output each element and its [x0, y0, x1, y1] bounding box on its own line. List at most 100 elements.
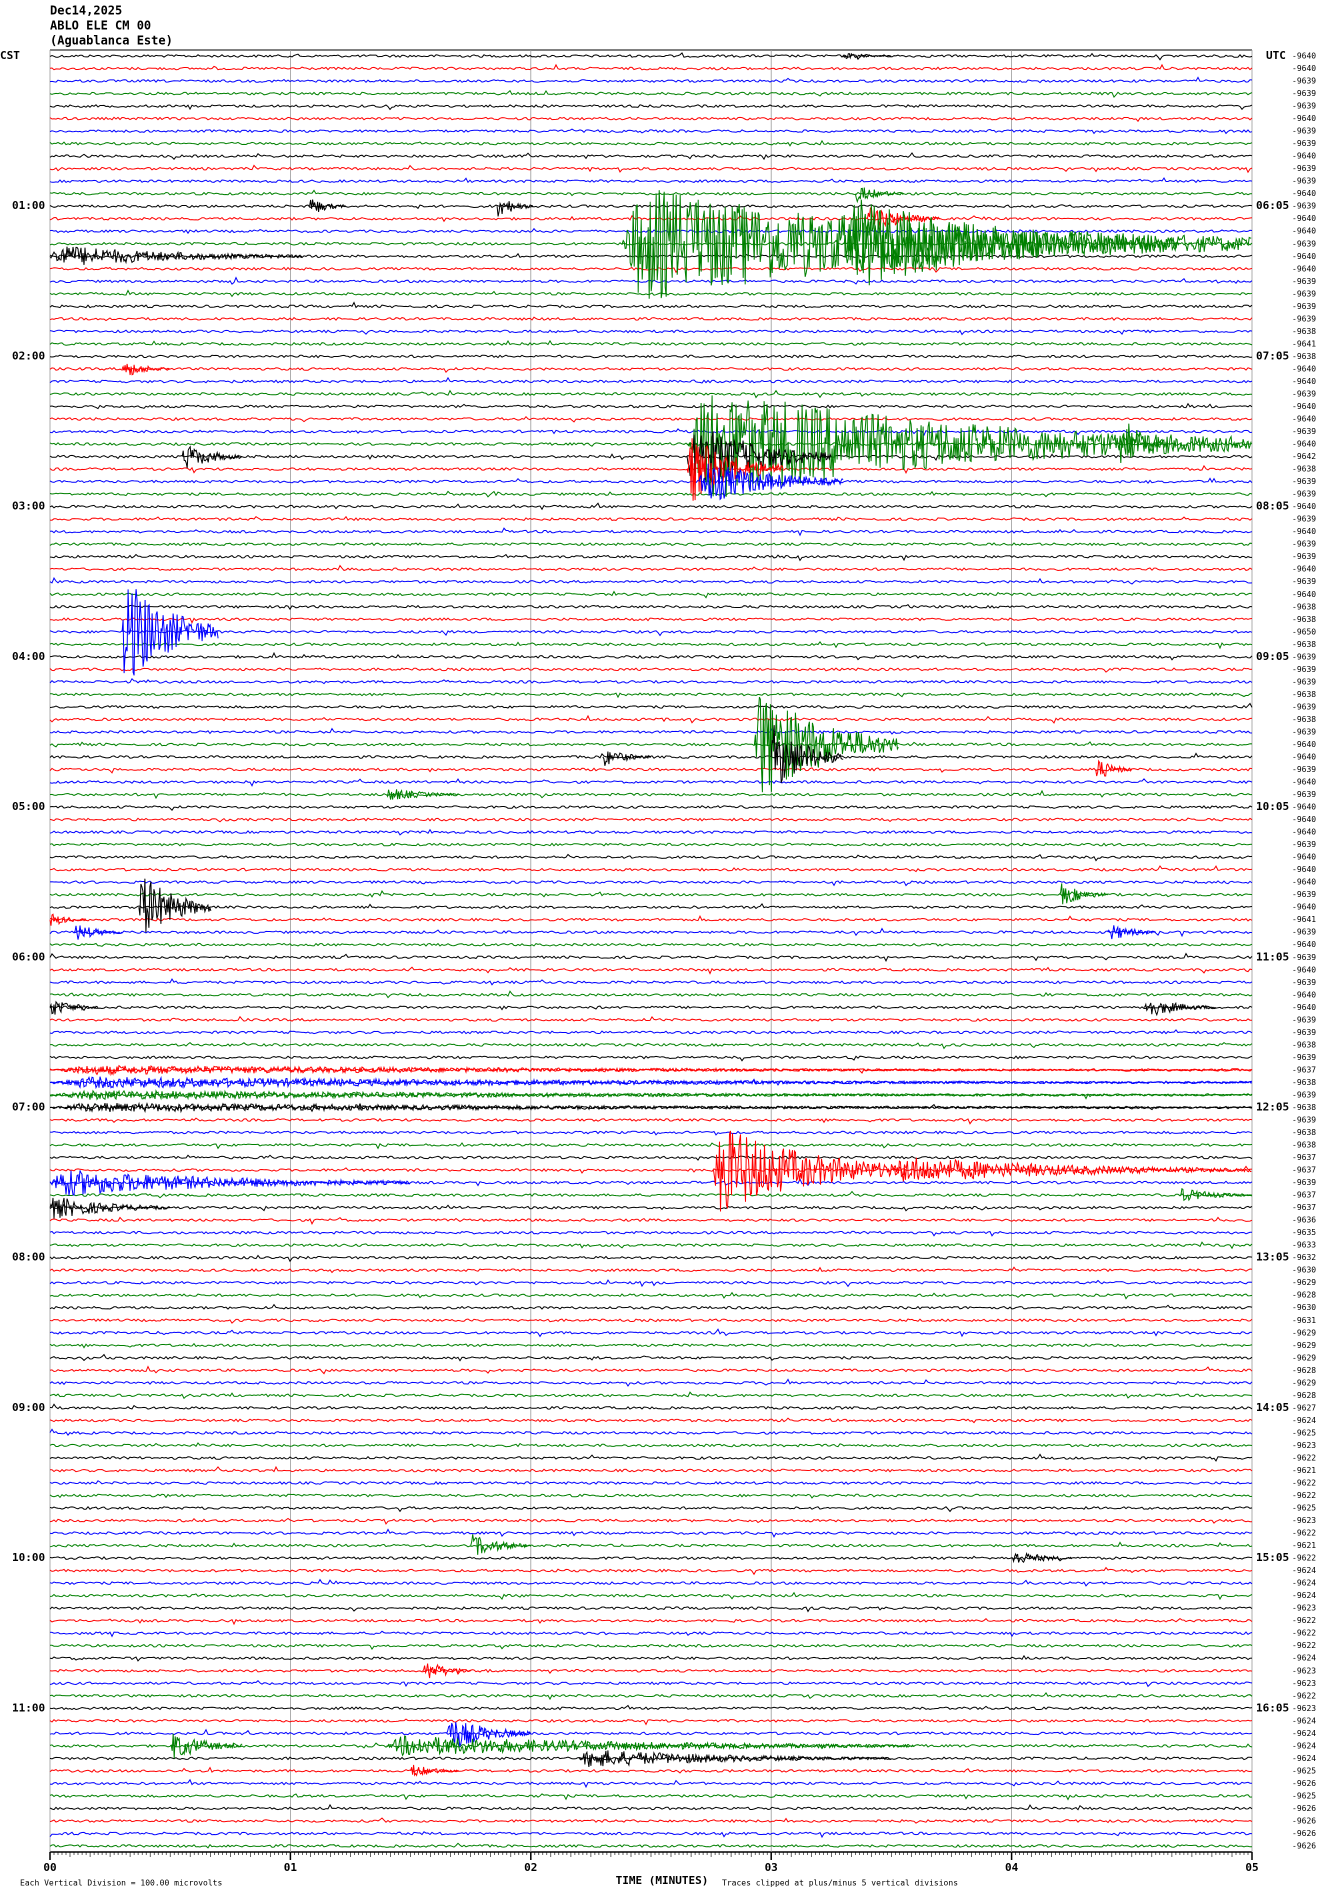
trace	[50, 1429, 1252, 1435]
offset-label: -9640	[1292, 415, 1316, 424]
offset-label: -9640	[1292, 502, 1316, 511]
hour-label-right: 15:05	[1256, 1551, 1289, 1564]
trace	[50, 729, 1252, 734]
offset-label: -9622	[1292, 1478, 1316, 1487]
offset-label: -9629	[1292, 1353, 1316, 1362]
trace	[50, 631, 1252, 636]
hour-label-left: 05:00	[12, 800, 45, 813]
seismic-event	[714, 1131, 906, 1212]
x-tick-label: 04	[1005, 1861, 1019, 1874]
offset-label: -9633	[1292, 1241, 1316, 1250]
offset-label: -9639	[1292, 427, 1316, 436]
offset-label: -9625	[1292, 1428, 1316, 1437]
trace	[50, 1631, 1252, 1636]
offset-label: -9622	[1292, 1691, 1316, 1700]
trace	[50, 1056, 1252, 1061]
hour-label-left: 01:00	[12, 199, 45, 212]
offset-label: -9622	[1292, 1554, 1316, 1563]
trace	[50, 679, 1252, 684]
offset-label: -9624	[1292, 1566, 1316, 1575]
trace	[50, 330, 1252, 334]
trace	[50, 1681, 1252, 1687]
trace	[50, 693, 1252, 697]
trace	[50, 1706, 1252, 1710]
offset-label: -9639	[1292, 790, 1316, 799]
offset-label: -9639	[1292, 202, 1316, 211]
offset-label: -9624	[1292, 1741, 1316, 1750]
offset-label: -9639	[1292, 277, 1316, 286]
offset-label: -9639	[1292, 702, 1316, 711]
offset-label: -9640	[1292, 252, 1316, 261]
trace	[50, 1843, 1252, 1848]
offset-label: -9638	[1292, 352, 1316, 361]
trace	[50, 1404, 1252, 1409]
trace	[50, 1780, 1252, 1787]
offset-label: -9637	[1292, 1203, 1316, 1212]
offset-label: -9622	[1292, 1453, 1316, 1462]
offset-label: -9641	[1292, 339, 1316, 348]
trace	[50, 1593, 1252, 1599]
helicorder: Dec14,2025 ABLO ELE CM 00 (Aguablanca Es…	[0, 0, 1330, 1894]
offset-label: -9640	[1292, 865, 1316, 874]
trace	[50, 417, 1252, 422]
offset-label: -9624	[1292, 1579, 1316, 1588]
offset-label: -9640	[1292, 214, 1316, 223]
offset-label: -9640	[1292, 740, 1316, 749]
offset-label: -9639	[1292, 665, 1316, 674]
seismic-event	[497, 201, 533, 216]
trace	[50, 605, 1252, 610]
offset-label: -9640	[1292, 377, 1316, 386]
seismic-event	[411, 1765, 459, 1776]
trace	[50, 53, 1252, 60]
offset-label: -9624	[1292, 1754, 1316, 1763]
trace	[50, 178, 1252, 182]
offset-label: -9626	[1292, 1842, 1316, 1851]
offset-label: -9639	[1292, 652, 1316, 661]
offset-label: -9641	[1292, 915, 1316, 924]
trace	[50, 791, 1252, 798]
offset-label: -9640	[1292, 152, 1316, 161]
hour-label-right: 10:05	[1256, 800, 1289, 813]
offset-label: -9622	[1292, 1641, 1316, 1650]
offset-label: -9640	[1292, 227, 1316, 236]
trace	[50, 991, 1252, 997]
offset-label: -9628	[1292, 1291, 1316, 1300]
trace	[50, 1818, 1252, 1823]
trace	[50, 442, 1252, 448]
hour-label-left: 11:00	[12, 1701, 45, 1714]
offset-label: -9638	[1292, 1128, 1316, 1137]
offset-label: -9638	[1292, 690, 1316, 699]
offset-label: -9639	[1292, 953, 1316, 962]
offset-label: -9640	[1292, 940, 1316, 949]
seismic-event	[447, 1722, 531, 1746]
trace	[50, 578, 1252, 584]
trace	[50, 1218, 1252, 1224]
seismic-event	[387, 1736, 915, 1755]
trace	[50, 1242, 1252, 1248]
offset-label: -9639	[1292, 928, 1316, 937]
trace	[50, 478, 1252, 483]
offset-label: -9640	[1292, 878, 1316, 887]
offset-label: -9639	[1292, 765, 1316, 774]
seismic-event	[387, 789, 459, 799]
trace	[50, 1231, 1252, 1235]
trace	[50, 1529, 1252, 1536]
seismic-event	[855, 188, 903, 202]
trace	[50, 753, 1252, 759]
trace	[50, 1656, 1252, 1661]
trace	[50, 303, 1252, 308]
offset-label: -9637	[1292, 1065, 1316, 1074]
offset-label: -9626	[1292, 1816, 1316, 1825]
offset-label: -9638	[1292, 465, 1316, 474]
offset-label: -9622	[1292, 1629, 1316, 1638]
offset-label: -9639	[1292, 1115, 1316, 1124]
trace	[50, 967, 1252, 973]
offset-label: -9639	[1292, 490, 1316, 499]
offset-label: -9623	[1292, 1516, 1316, 1525]
trace	[50, 117, 1252, 121]
trace	[50, 1355, 1252, 1361]
offset-label: -9640	[1292, 752, 1316, 761]
trace	[50, 1443, 1252, 1447]
offset-label: -9622	[1292, 1491, 1316, 1500]
hour-label-left: 06:00	[12, 950, 45, 963]
